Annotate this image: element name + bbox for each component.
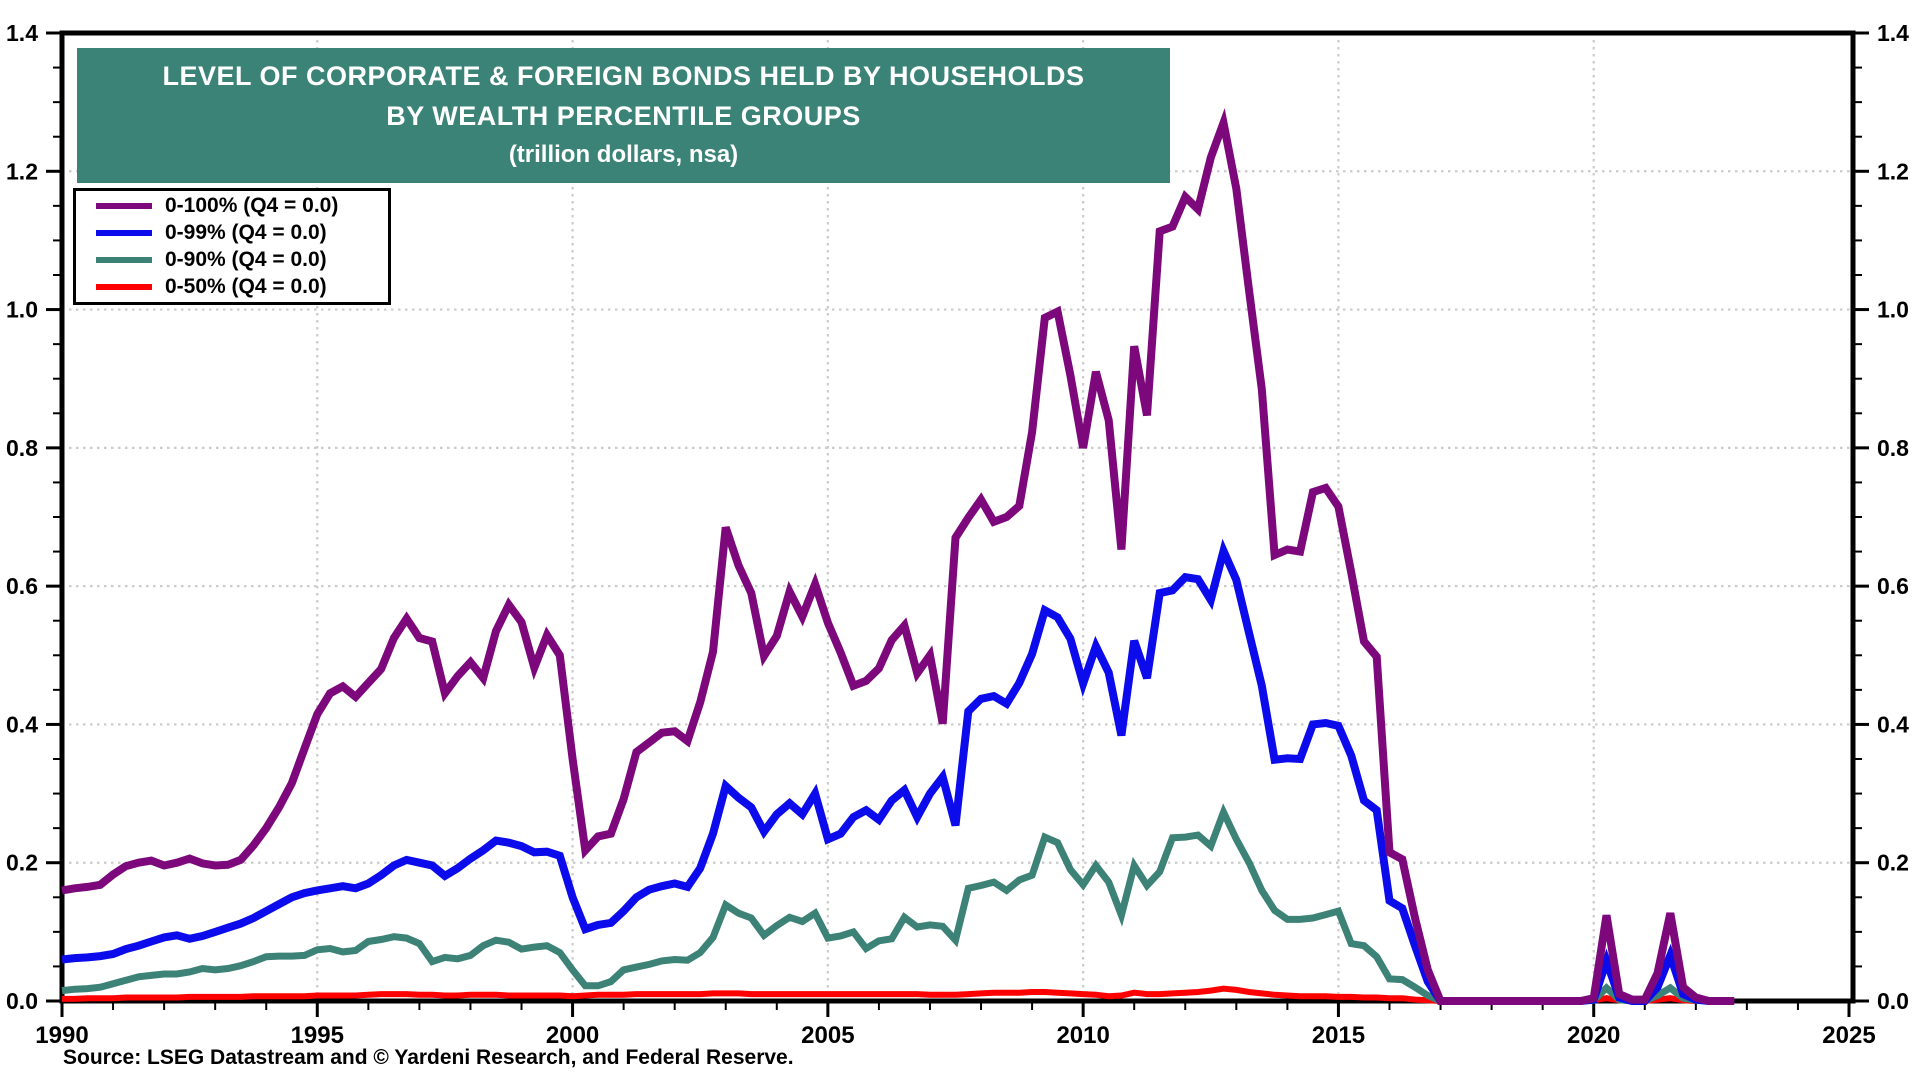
y-axis-label-left: 0.8 (6, 435, 38, 461)
legend-swatch-blue (96, 229, 152, 236)
legend-label: 0-50% (Q4 = 0.0) (165, 275, 327, 299)
y-axis-label-left: 1.4 (6, 20, 38, 46)
x-axis-label: 2005 (801, 1022, 854, 1049)
y-axis-label-right: 1.0 (1877, 297, 1909, 323)
chart-title-box: LEVEL OF CORPORATE & FOREIGN BONDS HELD … (77, 48, 1170, 183)
plot-frame (59, 30, 1856, 1004)
legend-swatch-teal (96, 257, 152, 264)
legend: 0-100% (Q4 = 0.0) 0-99% (Q4 = 0.0) 0-90% (… (73, 188, 391, 305)
y-axis-label-right: 1.2 (1877, 158, 1909, 184)
x-axis-label: 1990 (35, 1022, 88, 1049)
y-axis-label-left: 0.6 (6, 573, 38, 599)
series-line-teal (61, 803, 1735, 1005)
y-axis-label-left: 1.2 (6, 158, 38, 184)
series-line-purple (61, 108, 1735, 1005)
legend-item: 0-50% (Q4 = 0.0) (96, 275, 388, 300)
legend-item: 0-100% (Q4 = 0.0) (96, 193, 388, 218)
x-axis-label: 2015 (1312, 1022, 1365, 1049)
legend-item: 0-99% (Q4 = 0.0) (96, 220, 388, 245)
legend-swatch-red (96, 284, 152, 291)
y-axis-label-right: 0.2 (1877, 850, 1909, 876)
y-axis-label-left: 1.0 (6, 297, 38, 323)
y-axis-label-left: 0.2 (6, 850, 38, 876)
x-axis-label: 2010 (1056, 1022, 1109, 1049)
legend-label: 0-90% (Q4 = 0.0) (165, 248, 327, 272)
y-axis-label-right: 0.0 (1877, 988, 1909, 1014)
legend-label: 0-100% (Q4 = 0.0) (165, 193, 339, 217)
x-axis-label: 2025 (1822, 1022, 1875, 1049)
chart-title-line2: BY WEALTH PERCENTILE GROUPS (386, 101, 861, 131)
legend-swatch-purple (96, 202, 152, 209)
y-axis-label-right: 1.4 (1877, 20, 1909, 46)
legend-item: 0-90% (Q4 = 0.0) (96, 248, 388, 273)
y-axis-label-right: 0.6 (1877, 573, 1909, 599)
chart-title-line1: LEVEL OF CORPORATE & FOREIGN BONDS HELD … (162, 61, 1085, 91)
x-axis-label: 1995 (291, 1022, 344, 1049)
y-axis-label-right: 0.4 (1877, 711, 1909, 737)
legend-label: 0-99% (Q4 = 0.0) (165, 220, 327, 244)
chart-title-subtitle: (trillion dollars, nsa) (508, 141, 739, 168)
y-axis-label-right: 0.8 (1877, 435, 1909, 461)
y-axis-label-left: 0.0 (6, 988, 38, 1014)
y-axis-label-left: 0.4 (6, 711, 38, 737)
x-axis-label: 2000 (546, 1022, 599, 1049)
source-note: Source: LSEG Datastream and © Yardeni Re… (63, 1046, 794, 1069)
x-axis-label: 2020 (1567, 1022, 1620, 1049)
